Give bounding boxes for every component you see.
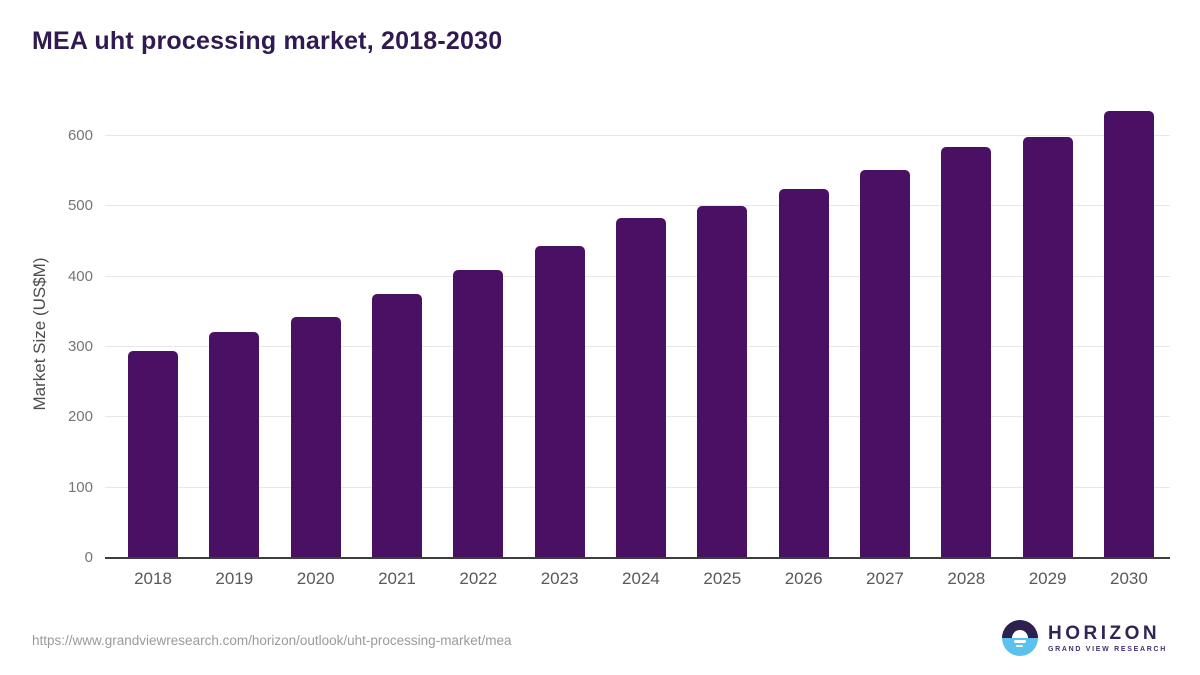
x-axis-label-2018: 2018 — [134, 569, 172, 588]
bar-2018 — [128, 350, 178, 558]
x-axis-label-2022: 2022 — [459, 569, 498, 588]
bar-cell-2029: 2029 — [1022, 110, 1073, 588]
bar-cell-2022: 2022 — [453, 110, 504, 588]
logo-name: HORIZON — [1047, 622, 1161, 644]
bar-2021 — [371, 294, 422, 558]
bar-2029 — [1022, 137, 1073, 558]
bar-2022 — [453, 270, 504, 558]
x-axis-label-2020: 2020 — [296, 569, 335, 588]
x-axis-label-2027: 2027 — [866, 569, 904, 588]
bar-cell-2025: 2025 — [697, 110, 748, 588]
bar-cell-2021: 2021 — [371, 110, 422, 588]
bar-cell-2027: 2027 — [859, 110, 910, 588]
bar-cell-2030: 2030 — [1103, 110, 1154, 588]
y-tick-label-500: 500 — [67, 197, 93, 215]
y-tick-label-300: 300 — [67, 338, 93, 356]
sunrise-dome-icon — [1011, 630, 1028, 638]
y-tick-label-0: 0 — [84, 549, 93, 566]
bar-2030 — [1103, 111, 1154, 558]
bar-chart: 0 100 200 300 400 500 600 Market Size (US$M) 2… — [30, 110, 1170, 588]
bar-2019 — [209, 332, 260, 558]
logo-subtitle: GRAND VIEW RESEARCH — [1047, 645, 1167, 653]
x-axis-label-2030: 2030 — [1110, 569, 1148, 588]
bar-cell-2018: 2018 — [128, 110, 178, 588]
horizon-logo: HORIZON GRAND VIEW RESEARCH — [1001, 620, 1167, 656]
page-title: MEA uht processing market, 2018-2030 — [32, 27, 503, 55]
bar-cell-2024: 2024 — [615, 110, 666, 588]
bar-cell-2026: 2026 — [778, 110, 829, 588]
bar-2020 — [290, 317, 341, 558]
horizon-logo-icon — [1001, 620, 1038, 656]
water-ripple-icon — [1013, 640, 1026, 643]
y-tick-label-100: 100 — [67, 478, 93, 496]
y-tick-label-400: 400 — [67, 267, 93, 285]
water-ripple-icon — [1016, 645, 1024, 647]
x-axis-label-2028: 2028 — [947, 569, 986, 588]
horizon-logo-text: HORIZON GRAND VIEW RESEARCH — [1047, 622, 1167, 653]
bar-cell-2028: 2028 — [941, 110, 992, 588]
source-url: https://www.grandviewresearch.com/horizo… — [32, 633, 512, 648]
gridline-600 — [105, 135, 1170, 137]
gridline-500 — [105, 205, 1170, 207]
bar-2026 — [778, 188, 829, 558]
x-axis-label-2021: 2021 — [378, 569, 416, 588]
x-axis-label-2026: 2026 — [784, 569, 823, 588]
x-axis-label-2024: 2024 — [622, 569, 660, 588]
bar-2028 — [941, 146, 992, 558]
y-tick-label-600: 600 — [67, 127, 93, 145]
x-axis-label-2019: 2019 — [215, 569, 254, 588]
bar-cell-2020: 2020 — [290, 110, 341, 588]
bar-cell-2019: 2019 — [209, 110, 260, 588]
x-axis-label-2029: 2029 — [1028, 569, 1067, 588]
bar-cell-2023: 2023 — [534, 110, 585, 588]
bar-2027 — [859, 169, 910, 558]
bar-2023 — [534, 245, 585, 558]
y-axis-title: Market Size (US$M) — [30, 257, 49, 411]
bar-2025 — [697, 205, 748, 558]
bars-layer: 2018 2019 2020 2021 2022 2023 2024 2025 2026 2027… — [105, 110, 1170, 588]
bar-2024 — [615, 217, 666, 558]
x-axis-label-2025: 2025 — [703, 569, 742, 588]
y-tick-label-200: 200 — [67, 408, 93, 426]
x-axis-label-2023: 2023 — [540, 569, 579, 588]
